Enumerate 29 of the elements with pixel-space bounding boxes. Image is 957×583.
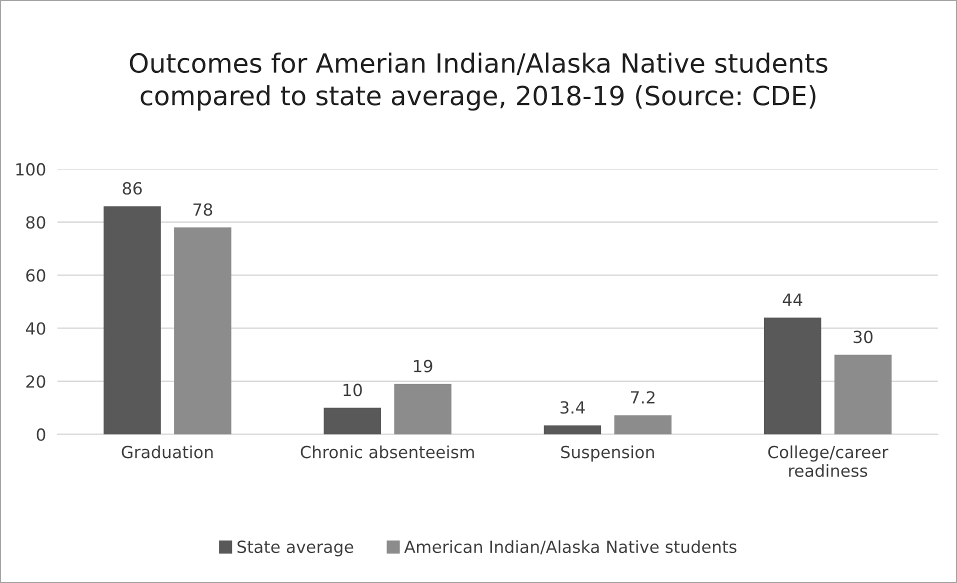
bar <box>614 415 672 434</box>
data-label: 10 <box>344 384 362 396</box>
y-tick-label: 100 <box>16 163 46 176</box>
bar <box>104 206 161 434</box>
x-tick-label: Graduation <box>122 445 213 458</box>
data-label: 30 <box>854 330 873 344</box>
bar <box>544 425 602 434</box>
data-label: 19 <box>414 360 432 372</box>
y-tick-label: 80 <box>26 216 46 229</box>
chart-title: Outcomes for Amerian Indian/Alaska Native students compared to state average, 2018-19 (Source: CDE) <box>130 52 828 111</box>
bar <box>834 354 892 434</box>
bar <box>394 384 452 434</box>
y-tick-label: 60 <box>26 269 46 282</box>
x-tick-label: Suspension <box>561 445 654 462</box>
data-label: 7.2 <box>631 391 654 404</box>
x-tick-label: Chronic absenteeism <box>300 445 474 458</box>
bar <box>764 318 822 434</box>
bar <box>174 227 232 434</box>
bar <box>324 408 381 434</box>
y-tick-label: 40 <box>26 322 46 335</box>
data-label: 3.4 <box>560 401 585 414</box>
data-label: 86 <box>122 182 142 195</box>
legend-label: American Indian/Alaska Native students <box>404 540 736 554</box>
y-tick-label: 0 <box>36 428 46 441</box>
legend-label: State average <box>238 540 354 556</box>
data-label: 44 <box>782 294 802 306</box>
y-tick-label: 20 <box>26 375 46 388</box>
x-tick-label: College/career readiness <box>768 445 888 478</box>
data-label: 78 <box>193 203 212 216</box>
